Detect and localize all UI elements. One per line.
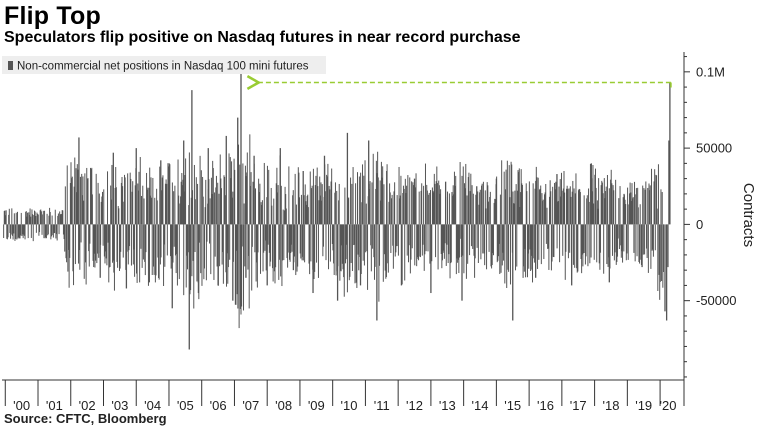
- y-tick-label: -50000: [696, 293, 736, 308]
- legend-background: [2, 56, 326, 74]
- bars-layer: [3, 67, 671, 350]
- x-tick-label: '11: [374, 398, 390, 413]
- x-tick-label: '13: [439, 398, 456, 413]
- y-tick-label: 0: [696, 217, 703, 232]
- legend-swatch: [8, 61, 13, 70]
- x-tick-label: '01: [46, 398, 63, 413]
- y-tick-label: 0.1M: [696, 64, 725, 79]
- x-tick-label: '19: [635, 398, 652, 413]
- y-axis-title: Contracts: [740, 183, 757, 247]
- chart-title: Flip Top: [4, 2, 101, 30]
- x-tick-label: '14: [472, 398, 489, 413]
- source-note: Source: CFTC, Bloomberg: [4, 411, 167, 426]
- x-tick-label: '08: [275, 398, 292, 413]
- x-tick-label: '10: [341, 398, 358, 413]
- legend-label: Non-commercial net positions in Nasdaq 1…: [17, 61, 309, 73]
- x-tick-label: '03: [111, 398, 128, 413]
- x-tick-label: '02: [79, 398, 96, 413]
- x-tick-label: '12: [406, 398, 423, 413]
- x-tick-label: '16: [537, 398, 554, 413]
- x-tick-label: '18: [603, 398, 620, 413]
- chart-subtitle: Speculators flip positive on Nasdaq futu…: [4, 29, 521, 46]
- x-tick-label: '07: [242, 398, 259, 413]
- annotation-layer: [257, 83, 672, 89]
- x-tick-label: '09: [308, 398, 325, 413]
- legend: Non-commercial net positions in Nasdaq 1…: [2, 56, 326, 74]
- x-tick-label: '15: [504, 398, 521, 413]
- y-tick-label: 50000: [696, 141, 732, 156]
- x-tick-label: '04: [144, 398, 161, 413]
- x-tick-label: '06: [210, 398, 227, 413]
- x-tick-label: '05: [177, 398, 194, 413]
- axes-layer: -50000 0 50000 0.1M Contracts '00 '01 '02 '03 '04…: [2, 52, 757, 413]
- x-tick-label: '20: [660, 398, 677, 413]
- x-tick-label: '17: [570, 398, 587, 413]
- x-tick-label: '00: [13, 398, 30, 413]
